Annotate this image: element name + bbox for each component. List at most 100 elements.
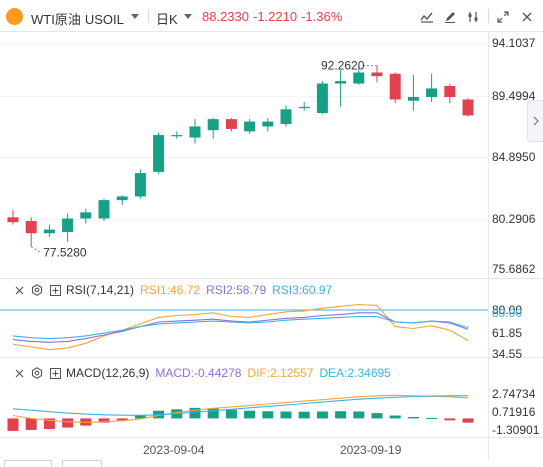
rsi1-line [12,303,469,351]
dif-value: DIF:2.12557 [247,366,314,380]
price-axis-border [488,32,489,460]
macd-histogram-bar [407,416,419,419]
gear-icon[interactable] [30,283,44,297]
candle-body [426,88,438,98]
macd-histogram-bar [7,418,19,431]
dea-line [12,395,468,416]
candle-body [462,99,474,116]
macd-histogram-bar [444,418,456,421]
macd-histogram-bar [262,411,274,419]
candle-body [280,109,292,125]
candle-body [316,83,328,113]
draw-icon[interactable] [439,6,460,27]
dea-value: DEA:2.34695 [319,366,391,380]
candle-body [225,119,237,129]
macd-histogram-bar [462,418,474,423]
toolbar-divider [148,9,149,23]
rsi1-value: RSI1:46.72 [140,283,201,297]
expand-icon[interactable] [48,283,62,297]
macd-histogram-bar [134,415,146,419]
collapse-panel-button[interactable] [527,100,543,142]
macd-axis-label: 0.71916 [492,405,536,419]
price-grid-line [0,157,488,158]
price-axis-label: 94.1037 [492,36,536,50]
chart-toolbar: WTI原油 USOIL 日K 88.2330 -1.2210 -1.36% [0,0,543,32]
rsi-axis-label-marker: 80.00 [492,306,523,320]
date-axis-label: 2023-09-19 [340,443,402,457]
price-grid-line [0,219,488,220]
fullscreen-icon[interactable] [492,6,513,27]
range-selector[interactable] [62,460,102,467]
candle-body [335,81,347,84]
macd-value: MACD:-0.44278 [155,366,242,380]
macd-header: MACD(12,26,9) MACD:-0.44278 DIF:2.12557 … [0,364,391,382]
candle-body [7,217,19,223]
indicator-icon[interactable] [416,6,437,27]
price-readout: 88.2330 -1.2210 -1.36% [202,9,346,24]
symbol-selector[interactable]: WTI原油 USOIL [31,9,124,28]
gear-icon[interactable] [30,366,44,380]
macd-histogram-bar [389,415,401,419]
price-axis-label: 80.2906 [492,212,536,226]
last-price: 88.2330 [202,9,249,24]
pane-divider[interactable] [0,278,543,279]
settings-icon[interactable] [462,6,483,27]
close-icon[interactable] [516,6,537,27]
price-axis-label: 84.8950 [492,150,536,164]
pane-divider[interactable] [0,357,543,358]
price-axis-label: 75.6862 [492,262,536,276]
candle-body [353,72,365,84]
expand-icon[interactable] [48,366,62,380]
price-change: -1.2210 [253,9,298,24]
price-grid-line [0,43,488,44]
macd-histogram-bar [298,411,310,419]
low-leader-line [30,246,42,254]
macd-histogram-bar [189,407,201,419]
high-price-annotation: 92.2620 [321,59,365,73]
macd-axis-label: -1.30901 [492,423,540,437]
macd-histogram-bar [316,411,328,419]
macd-histogram-bar [335,411,347,419]
macd-histogram-bar [426,417,438,419]
close-icon[interactable] [12,366,26,380]
symbol-code: USOIL [84,12,124,27]
symbol-name: WTI原油 [31,12,81,27]
macd-histogram-bar [116,418,128,421]
symbol-caret-icon[interactable] [131,14,139,19]
interval-selector[interactable]: 日K [156,12,178,27]
macd-histogram-bar [25,418,37,430]
price-axis-label: 89.4994 [492,89,536,103]
price-grid-line [0,96,488,97]
macd-histogram-bar [353,411,365,419]
rsi2-value: RSI2:58.79 [206,283,267,297]
macd-histogram-bar [98,418,110,423]
rsi-header: RSI(7,14,21) RSI1:46.72 RSI2:58.79 RSI3:… [0,281,332,299]
candle-body [244,121,256,132]
interval-caret-icon[interactable] [184,14,192,19]
candle-body [43,229,55,234]
range-selector[interactable] [4,460,52,467]
candle-body [62,218,74,233]
candle-body [134,173,146,197]
close-icon[interactable] [12,283,26,297]
rsi-axis-label: 80.00 [492,303,523,317]
macd-histogram-bar [244,410,256,419]
candle-body [444,85,456,98]
price-change-pct: -1.36% [301,9,343,24]
candle-body [80,212,92,219]
candle-body [389,73,401,100]
candle-body [171,135,183,137]
macd-histogram-bar [371,413,383,419]
candle-body [407,97,419,101]
macd-histogram-bar [225,409,237,419]
macd-axis-label: 2.74734 [492,387,536,401]
candle-body [207,119,219,131]
low-price-annotation: 77.5280 [43,246,87,260]
rsi-axis-label: 34.55 [492,347,523,361]
candle-body [25,220,37,234]
candle-body [116,196,128,201]
rsi-title: RSI(7,14,21) [66,283,135,297]
macd-histogram-bar [62,418,74,428]
candle-body [371,72,383,77]
